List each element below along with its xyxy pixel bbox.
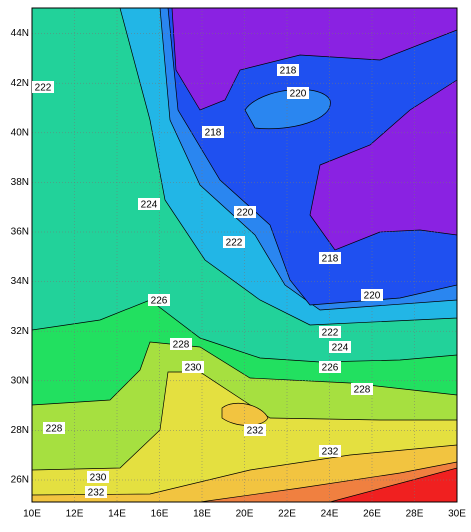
lat-label: 26N	[11, 475, 29, 486]
contour-label: 222	[35, 83, 52, 94]
contour-label: 232	[88, 488, 105, 499]
contour-label: 228	[354, 385, 371, 396]
contour-label-box	[277, 64, 299, 76]
lat-label: 32N	[11, 326, 29, 337]
contour-label: 224	[141, 200, 158, 211]
grid	[32, 8, 457, 502]
contour-label: 232	[247, 426, 264, 437]
contour-label-box	[43, 422, 65, 434]
contour-label: 224	[332, 343, 349, 354]
contour-label-box	[319, 326, 341, 338]
lat-label: 38N	[11, 177, 29, 188]
lon-label: 20E	[236, 509, 254, 520]
contour-label-box	[223, 236, 245, 248]
lat-label: 44N	[11, 28, 29, 39]
contour-label-box	[202, 126, 224, 138]
contour-label: 220	[237, 208, 254, 219]
lat-label: 30N	[11, 375, 29, 386]
contour-label-box	[361, 289, 383, 301]
contour-label-box	[87, 471, 109, 483]
contour-fill	[32, 8, 457, 502]
contour-label: 228	[46, 424, 63, 435]
lat-label: 42N	[11, 78, 29, 89]
lat-label: 40N	[11, 127, 29, 138]
lat-label: 36N	[11, 227, 29, 238]
lon-label: 22E	[278, 509, 296, 520]
labels: 10E 12E 14E 16E 18E 20E 22E 24E 26E 28E 30E 26N 28N 3…	[11, 28, 467, 519]
lon-label: 18E	[193, 509, 211, 520]
lon-label: 16E	[151, 509, 169, 520]
contour-label-box	[138, 198, 160, 210]
contour-label-box	[148, 294, 170, 306]
contour-label-box	[244, 424, 266, 436]
lon-label: 14E	[108, 509, 126, 520]
contour-label-box	[319, 252, 341, 264]
lon-label: 24E	[321, 509, 339, 520]
plot-frame	[31, 7, 458, 503]
contour-label: 222	[226, 238, 243, 249]
contour-label-box	[319, 361, 341, 373]
lon-label: 10E	[23, 509, 41, 520]
contour-label: 220	[290, 89, 307, 100]
contour-label-box	[182, 361, 204, 373]
lon-label: 26E	[363, 509, 381, 520]
contour-label-box	[287, 87, 309, 99]
contour-label: 232	[322, 447, 339, 458]
lat-label: 34N	[11, 276, 29, 287]
contour-label-box	[351, 383, 373, 395]
contour-label: 218	[322, 254, 339, 265]
contour-label: 226	[151, 296, 168, 307]
contour-label-box	[85, 486, 107, 498]
lon-label: 12E	[66, 509, 84, 520]
lon-label: 28E	[406, 509, 424, 520]
contour-label-box	[32, 81, 54, 93]
contour-label: 218	[205, 128, 222, 139]
contour-label-box	[319, 445, 341, 457]
lon-label: 30E	[448, 509, 466, 520]
contour-label-box	[170, 338, 192, 350]
contour-label: 222	[322, 328, 339, 339]
contour-label: 230	[185, 363, 202, 374]
contour-label: 226	[322, 363, 339, 374]
contour-label: 228	[173, 340, 190, 351]
contour-label-box	[329, 341, 351, 353]
contour-label: 220	[364, 291, 381, 302]
contour-label: 218	[280, 66, 297, 77]
contour-label: 230	[90, 473, 107, 484]
contour-label-box	[234, 206, 256, 218]
lat-label: 28N	[11, 425, 29, 436]
